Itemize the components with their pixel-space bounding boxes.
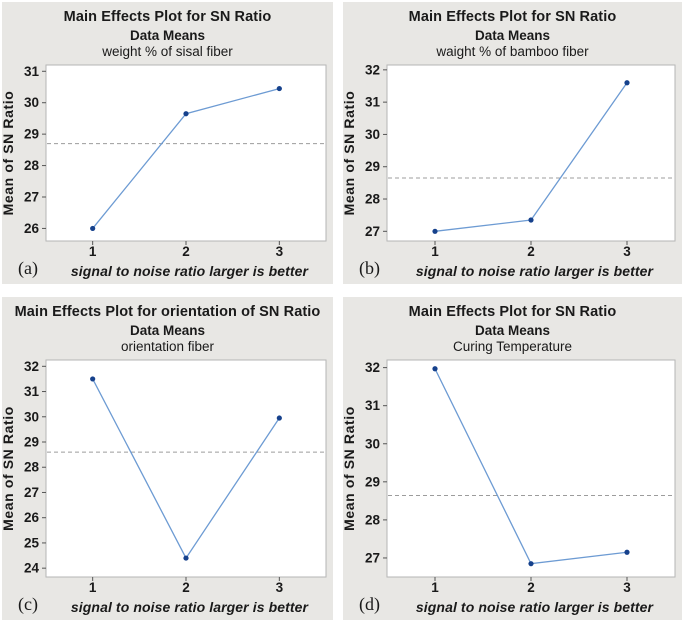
chart-svg: Mean of SN Ratio 27 28 29 30 31 32 1 2 3: [343, 62, 676, 257]
y-tick-label: 24: [24, 561, 40, 576]
panel-letter: (d): [359, 594, 380, 614]
x-tick-label: 3: [276, 244, 284, 257]
y-tick-label: 26: [24, 510, 40, 525]
y-tick-label: 28: [365, 192, 381, 207]
caption-row: (a) signal to noise ratio larger is bett…: [2, 257, 333, 284]
y-tick-label: 30: [24, 409, 39, 424]
x-tick-label: 3: [276, 580, 284, 593]
y-tick-label: 30: [365, 127, 380, 142]
chart-svg: Mean of SN Ratio 27 28 29 30 31 32 1 2 3: [343, 359, 676, 593]
chart-subtitle: Data Means: [129, 28, 206, 43]
x-tick-label: 1: [89, 580, 97, 593]
y-tick-label: 28: [24, 158, 40, 173]
data-point: [624, 549, 630, 555]
plot-frame: [386, 64, 676, 242]
y-tick-label: 32: [365, 360, 380, 375]
line-chart-bamboo: Mean of SN Ratio 27 28 29 30 31 32 1 2 3: [343, 61, 679, 257]
chart-title: Main Effects Plot for SN Ratio: [63, 9, 272, 25]
plot-frame: [45, 64, 327, 242]
plot-frame: [45, 359, 327, 578]
x-axis-label: signal to noise ratio larger is better: [70, 598, 309, 615]
chart-title: Main Effects Plot for orientation of SN …: [14, 304, 321, 320]
y-tick-label: 31: [365, 95, 381, 110]
y-tick-label: 30: [24, 95, 39, 110]
chart-factor-label: Curing Temperature: [452, 339, 573, 354]
caption-row: (c) signal to noise ratio larger is bett…: [2, 593, 333, 620]
x-tick-label: 3: [623, 580, 631, 593]
y-tick-label: 28: [24, 460, 40, 475]
chart-factor-label: waight % of bamboo fiber: [436, 44, 589, 59]
data-point: [90, 376, 96, 382]
x-tick-label: 2: [182, 580, 190, 593]
panel-letter: (a): [18, 258, 38, 278]
plot-frame: [386, 359, 676, 578]
caption-row: (b) signal to noise ratio larger is bett…: [343, 257, 682, 284]
y-axis-label: Mean of SN Ratio: [343, 406, 357, 531]
y-tick-label: 30: [365, 436, 380, 451]
data-point: [624, 80, 630, 86]
chart-factor-label: weight % of sisal fiber: [102, 44, 233, 59]
panel-b: Main Effects Plot for SN Ratio Data Mean…: [343, 2, 682, 284]
y-tick-label: 29: [365, 474, 380, 489]
data-point: [432, 366, 438, 372]
chart-title: Main Effects Plot for SN Ratio: [408, 304, 617, 320]
y-tick-label: 29: [365, 159, 380, 174]
panel-letter: (c): [18, 594, 38, 614]
y-tick-label: 29: [24, 435, 39, 450]
panel-a: Main Effects Plot for SN Ratio Data Mean…: [2, 2, 333, 284]
data-point: [183, 555, 189, 561]
y-tick-label: 27: [365, 224, 380, 239]
line-chart-sisal: Mean of SN Ratio 26 27 28 29 30 31 1 2 3: [2, 61, 330, 257]
chart-svg: Mean of SN Ratio 24 25 26 27 28 29 30 31 32 1 2 3: [2, 359, 327, 593]
chart-subtitle: Data Means: [129, 323, 206, 338]
x-tick-label: 3: [623, 244, 631, 257]
y-tick-label: 29: [24, 127, 39, 142]
x-tick-label: 1: [431, 580, 439, 593]
y-axis-label: Mean of SN Ratio: [2, 91, 16, 216]
x-axis-label: signal to noise ratio larger is better: [70, 262, 309, 279]
y-tick-label: 31: [365, 398, 381, 413]
chart-svg: Mean of SN Ratio 26 27 28 29 30 31 1 2 3: [2, 64, 327, 257]
data-point: [183, 111, 189, 117]
y-axis-label: Mean of SN Ratio: [343, 91, 357, 216]
y-tick-label: 32: [365, 62, 380, 77]
x-axis-label: signal to noise ratio larger is better: [415, 262, 654, 279]
x-tick-label: 1: [431, 244, 439, 257]
chart-factor-label: orientation fiber: [120, 339, 215, 354]
y-tick-label: 27: [24, 485, 39, 500]
y-tick-label: 27: [24, 190, 39, 205]
y-tick-label: 27: [365, 550, 380, 565]
y-tick-label: 28: [365, 512, 381, 527]
chart-subtitle: Data Means: [474, 28, 551, 43]
y-tick-label: 25: [24, 535, 40, 550]
line-chart-curing: Mean of SN Ratio 27 28 29 30 31 32 1 2 3: [343, 356, 679, 593]
chart-title: Main Effects Plot for SN Ratio: [408, 9, 617, 25]
panel-c: Main Effects Plot for orientation of SN …: [2, 297, 333, 620]
x-tick-label: 1: [89, 244, 97, 257]
data-point: [528, 561, 534, 567]
panel-letter: (b): [359, 258, 380, 278]
panel-d: Main Effects Plot for SN Ratio Data Mean…: [343, 297, 682, 620]
data-point: [432, 228, 438, 234]
x-tick-label: 2: [182, 244, 190, 257]
x-tick-label: 2: [527, 580, 535, 593]
y-tick-label: 32: [24, 359, 39, 374]
y-tick-label: 26: [24, 221, 40, 236]
data-point: [528, 217, 534, 223]
chart-subtitle: Data Means: [474, 323, 551, 338]
y-axis-label: Mean of SN Ratio: [2, 406, 16, 531]
line-chart-orientation: Mean of SN Ratio 24 25 26 27 28 29 30 31 32 1 2 3: [2, 356, 330, 593]
data-point: [276, 415, 282, 421]
data-point: [90, 225, 96, 232]
caption-row: (d) signal to noise ratio larger is bett…: [343, 593, 682, 620]
y-tick-label: 31: [24, 64, 40, 79]
x-axis-label: signal to noise ratio larger is better: [415, 598, 654, 615]
y-tick-label: 31: [24, 384, 40, 399]
data-point: [276, 85, 282, 92]
x-tick-label: 2: [527, 244, 535, 257]
